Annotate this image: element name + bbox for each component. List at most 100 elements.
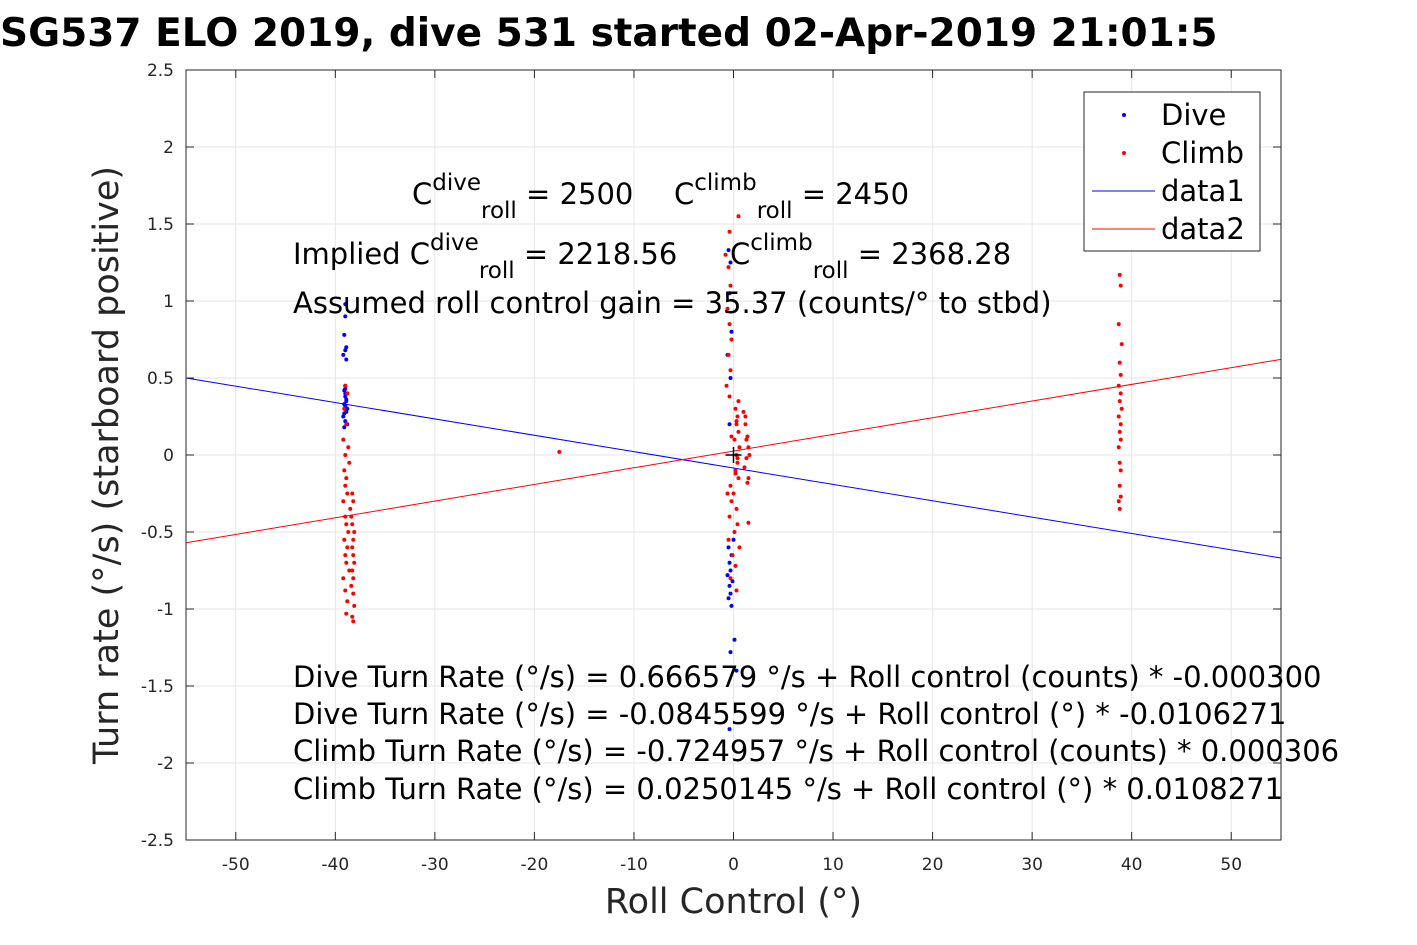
point-dive bbox=[727, 422, 732, 427]
point-climb bbox=[744, 437, 749, 442]
point-climb bbox=[724, 383, 729, 388]
point-climb bbox=[742, 465, 747, 470]
y-tick-label: 2 bbox=[163, 138, 174, 158]
annotation-eq-dive-deg: Dive Turn Rate (°/s) = -0.0845599 °/s + … bbox=[293, 697, 1286, 731]
point-climb bbox=[731, 491, 736, 496]
point-climb bbox=[344, 611, 349, 616]
point-climb bbox=[342, 406, 347, 411]
annotation-c-dive-value: = 2500 bbox=[517, 177, 634, 211]
point-climb bbox=[744, 456, 749, 461]
point-climb bbox=[727, 229, 732, 234]
point-climb bbox=[729, 499, 734, 504]
point-climb bbox=[344, 476, 349, 481]
legend-climb-marker bbox=[1122, 151, 1126, 155]
point-climb bbox=[735, 460, 740, 465]
point-climb bbox=[1119, 406, 1124, 411]
point-climb bbox=[351, 619, 356, 624]
point-climb bbox=[1118, 437, 1123, 442]
point-dive bbox=[726, 596, 731, 601]
point-climb bbox=[736, 399, 741, 404]
annotation-c-climb-value: = 2450 bbox=[793, 177, 910, 211]
point-climb bbox=[743, 414, 748, 419]
point-climb bbox=[741, 409, 746, 414]
point-climb bbox=[344, 422, 349, 427]
point-dive bbox=[729, 329, 734, 334]
point-climb bbox=[746, 445, 751, 450]
point-climb bbox=[341, 499, 346, 504]
point-climb bbox=[557, 449, 562, 454]
point-climb bbox=[728, 483, 733, 488]
annotation-c-dive-base: C bbox=[412, 177, 432, 211]
point-climb bbox=[728, 368, 733, 373]
point-climb bbox=[733, 471, 738, 476]
y-tick-label: 1 bbox=[163, 292, 174, 312]
point-climb bbox=[727, 394, 732, 399]
point-climb bbox=[351, 499, 356, 504]
x-tick-label: 30 bbox=[1021, 855, 1043, 875]
legend-data2-label: data2 bbox=[1161, 212, 1245, 246]
point-climb bbox=[745, 480, 750, 485]
annotation-implied-climb-value: = 2368.28 bbox=[849, 237, 1012, 271]
point-climb bbox=[350, 545, 355, 550]
x-tick-label: -50 bbox=[222, 855, 250, 875]
point-climb bbox=[733, 468, 738, 473]
point-climb bbox=[747, 453, 752, 457]
point-climb bbox=[1118, 391, 1123, 396]
y-tick-label: -1 bbox=[157, 600, 174, 620]
point-climb bbox=[732, 530, 737, 534]
point-climb bbox=[351, 537, 356, 542]
point-climb bbox=[728, 576, 733, 581]
annotation-gain: Assumed roll control gain = 35.37 (count… bbox=[293, 286, 1052, 320]
point-climb bbox=[350, 614, 355, 619]
point-dive bbox=[731, 537, 736, 542]
point-climb bbox=[346, 445, 351, 450]
x-tick-label: 10 bbox=[822, 855, 844, 875]
point-climb bbox=[733, 406, 738, 411]
annotation-implied-dive: Implied Cdiveroll = 2218.56 bbox=[293, 230, 677, 284]
point-climb bbox=[736, 214, 741, 219]
point-dive bbox=[726, 248, 731, 253]
point-dive bbox=[732, 637, 737, 642]
point-climb bbox=[729, 337, 734, 342]
point-climb bbox=[1118, 372, 1123, 377]
point-climb bbox=[1117, 272, 1122, 277]
point-climb bbox=[342, 468, 347, 473]
point-dive bbox=[728, 376, 733, 380]
point-climb bbox=[727, 514, 732, 519]
point-climb bbox=[350, 568, 355, 573]
legend: Dive Climb data1 data2 bbox=[1083, 91, 1261, 252]
point-climb bbox=[1118, 422, 1123, 427]
point-climb bbox=[345, 391, 350, 396]
point-climb bbox=[350, 522, 355, 527]
point-climb bbox=[726, 352, 731, 357]
point-climb bbox=[350, 491, 355, 496]
y-tick-label: 0 bbox=[163, 446, 174, 466]
point-climb bbox=[723, 252, 728, 257]
point-climb bbox=[734, 422, 739, 427]
x-tick-label: 0 bbox=[728, 855, 739, 875]
point-dive bbox=[341, 414, 346, 419]
point-dive bbox=[342, 425, 347, 430]
point-climb bbox=[1116, 414, 1121, 419]
point-climb bbox=[735, 414, 740, 419]
point-climb bbox=[1116, 445, 1121, 450]
point-climb bbox=[735, 522, 740, 527]
point-climb bbox=[343, 514, 348, 519]
point-climb bbox=[1116, 383, 1121, 388]
point-dive bbox=[344, 397, 349, 402]
point-climb bbox=[1116, 499, 1121, 504]
y-axis-label: Turn rate (°/s) (starboard positive) bbox=[87, 166, 127, 765]
annotation-eq-dive-counts: Dive Turn Rate (°/s) = 0.666579 °/s + Ro… bbox=[293, 660, 1321, 694]
x-tick-label: -30 bbox=[421, 855, 449, 875]
x-tick-label: -20 bbox=[521, 855, 549, 875]
point-climb bbox=[1116, 322, 1121, 327]
annotation-c-climb-base: C bbox=[674, 177, 694, 211]
axis-ticks: -50 -40 -30 -20 -10 0 10 20 30 40 50-2.5-2-1.5-1-0… bbox=[141, 61, 1281, 875]
annotation-implied-dive-value: = 2218.56 bbox=[515, 237, 678, 271]
annotation-c-dive-sup: dive bbox=[432, 170, 481, 196]
annotation-implied-dive-pre: Implied bbox=[293, 237, 410, 271]
y-tick-label: 0.5 bbox=[147, 369, 174, 389]
point-climb bbox=[343, 453, 348, 457]
point-climb bbox=[1118, 494, 1123, 499]
